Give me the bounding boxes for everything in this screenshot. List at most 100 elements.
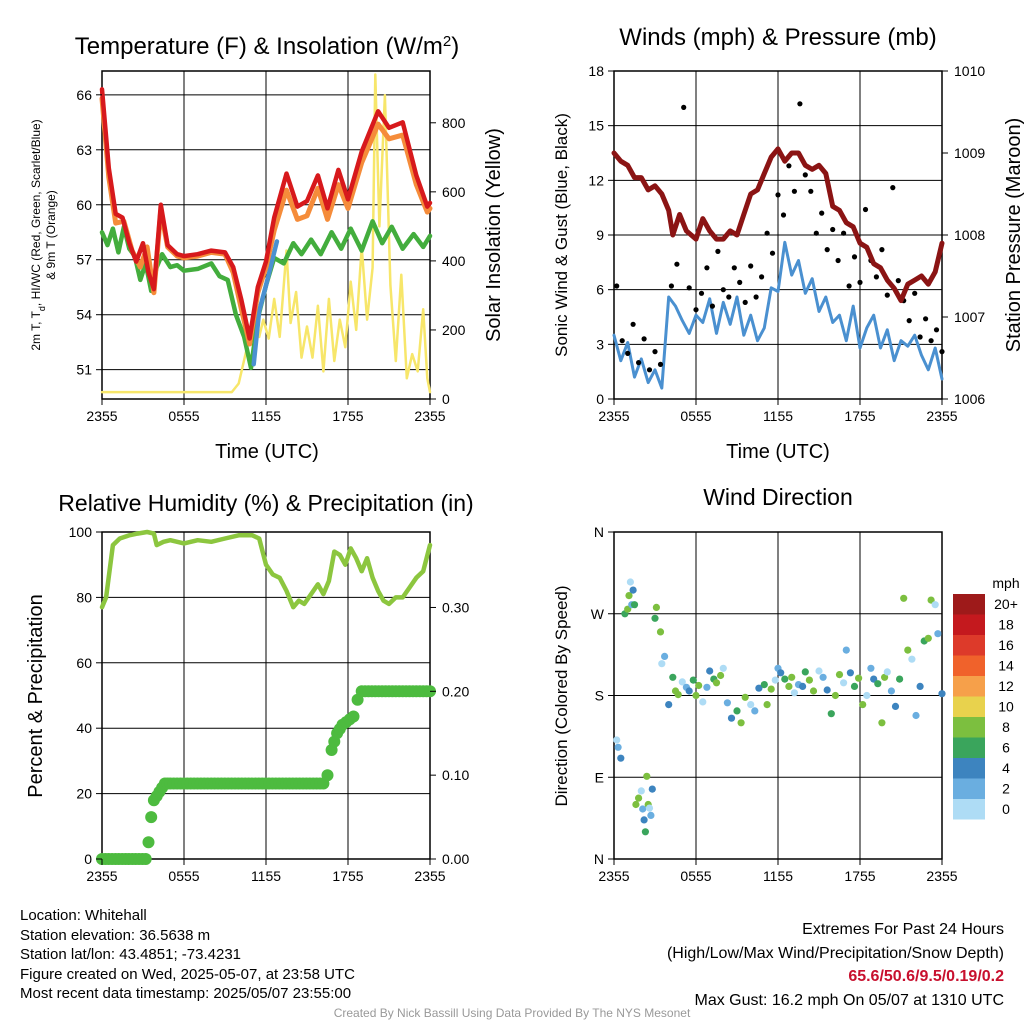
direction-point: [755, 684, 763, 692]
direction-point: [805, 676, 814, 684]
gust-point: [668, 283, 675, 289]
direction-point: [674, 691, 682, 699]
wind-tick-label: 9: [596, 227, 604, 243]
gust-point: [715, 248, 721, 254]
humidity-tick-label: 60: [76, 655, 92, 671]
x-tick-label: 2355: [414, 868, 445, 884]
wind-tick-label: 6: [596, 282, 604, 298]
humidity-panel: Relative Humidity (%) & Precipitation (i…: [25, 490, 474, 884]
direction-point: [870, 675, 878, 683]
direction-point: [741, 693, 749, 701]
insolation-tick-label: 600: [442, 184, 466, 200]
temperature-tick-label: 63: [76, 142, 92, 158]
extremes-info: Extremes For Past 24 Hours (High/Low/Max…: [667, 918, 1004, 1012]
direction-point: [863, 691, 871, 700]
colorbar-level-label: 2: [1002, 781, 1010, 797]
colorbar-level-label: 6: [1002, 740, 1010, 756]
direction-point: [639, 805, 647, 813]
direction-point: [887, 687, 896, 695]
gust-point: [862, 206, 869, 213]
gust-point: [686, 285, 692, 291]
direction-point: [669, 673, 677, 681]
pressure-tick-label: 1007: [954, 309, 985, 325]
humidity-tick-label: 40: [76, 720, 92, 736]
insolation-line: [100, 73, 432, 394]
direction-point: [850, 682, 859, 691]
gust-point: [614, 283, 620, 289]
direction-point: [781, 675, 789, 683]
x-tick-label: 2355: [926, 408, 957, 424]
humidity-tick-label: 0: [84, 851, 92, 867]
direction-point: [695, 681, 703, 690]
direction-point: [692, 691, 700, 700]
gust-point: [674, 261, 680, 267]
winds-x-axis-label: Time (UTC): [726, 441, 830, 463]
direction-point: [658, 660, 666, 668]
direction-point: [630, 601, 639, 609]
direction-point: [799, 682, 807, 691]
direction-tick-label: N: [594, 851, 604, 867]
direction-point: [788, 673, 796, 681]
gust-point: [731, 265, 737, 271]
gust-point: [693, 307, 699, 313]
direction-point: [648, 785, 656, 793]
direction-point: [916, 682, 924, 691]
humidity-tick-label: 80: [76, 589, 92, 605]
gust-point: [879, 247, 885, 253]
direction-point: [617, 754, 625, 762]
direction-point: [815, 667, 823, 675]
direction-point: [685, 687, 693, 695]
gust-point: [726, 294, 732, 300]
gust-point: [709, 303, 716, 309]
direction-point: [689, 676, 697, 684]
direction-point: [912, 711, 920, 720]
humidity-left-axis-label: Percent & Precipitation: [25, 594, 47, 797]
max-gust: Max Gust: 16.2 mph On 05/07 at 1310 UTC: [694, 991, 1005, 1009]
direction-point: [717, 671, 725, 680]
direction-point: [645, 804, 654, 812]
station-info: Location: Whitehall Station elevation: 3…: [20, 906, 355, 1004]
direction-point: [656, 628, 665, 636]
colorbar-unit-label: mph: [992, 575, 1019, 591]
gust-point: [808, 188, 814, 194]
direction-point: [613, 736, 621, 744]
direction-point: [900, 594, 908, 602]
direction-point: [652, 603, 661, 612]
insolation-tick-label: 0: [442, 391, 450, 407]
precip-tick-label: 0.30: [442, 599, 469, 615]
temperature-line: [99, 87, 433, 341]
gust-point: [802, 172, 808, 178]
direction-point: [651, 614, 659, 622]
gust-point: [780, 212, 787, 218]
direction-point: [760, 681, 768, 689]
colorbar-swatch: [953, 676, 985, 697]
gust-point: [835, 257, 841, 264]
temperature-left-axis-label-2: & 9m T (Orange): [44, 190, 58, 280]
precip-point: [145, 811, 158, 824]
direction-point: [626, 578, 635, 586]
gust-point: [630, 321, 636, 327]
precip-point: [321, 769, 334, 782]
pressure-tick-label: 1009: [954, 145, 985, 161]
wind-tick-label: 18: [588, 63, 604, 79]
direction-point: [747, 701, 755, 709]
x-tick-label: 2355: [86, 868, 117, 884]
x-tick-label: 0555: [680, 408, 711, 424]
direction-point: [931, 601, 939, 609]
colorbar-swatch: [953, 778, 985, 799]
gust-point: [873, 274, 880, 280]
pressure-line: [611, 146, 945, 304]
gust-point: [824, 247, 830, 253]
direction-tick-label: N: [594, 524, 604, 540]
direction-point: [934, 630, 942, 638]
direction-point: [777, 669, 785, 677]
gust-point: [933, 327, 940, 333]
direction-point: [632, 800, 640, 809]
x-tick-label: 1155: [251, 868, 281, 884]
direction-point: [859, 701, 867, 709]
station-elevation: Station elevation: 36.5638 m: [20, 926, 211, 944]
gust-point: [797, 101, 803, 107]
gust-point: [764, 230, 770, 236]
gust-point: [923, 316, 929, 322]
